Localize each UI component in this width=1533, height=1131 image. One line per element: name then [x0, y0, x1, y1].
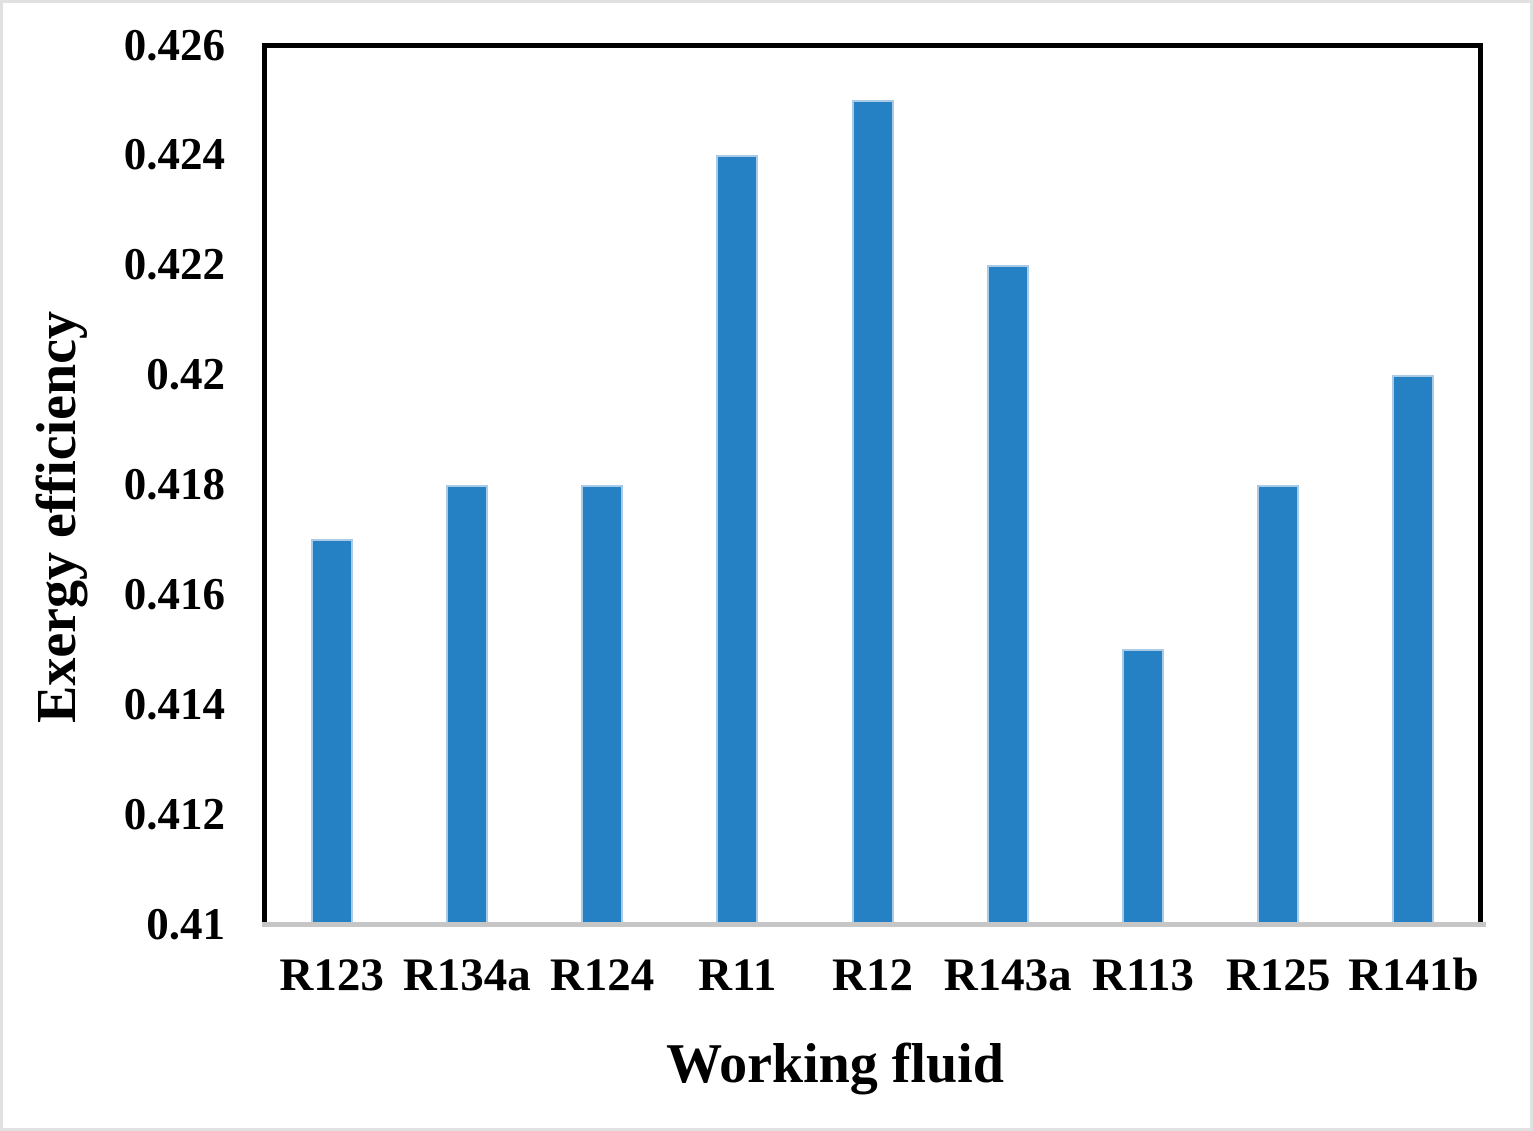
- x-axis-title: Working fluid: [666, 1033, 1004, 1095]
- x-tick-label-R113: R113: [1092, 949, 1194, 1001]
- bar-R124: [581, 484, 624, 924]
- bar-R143a: [986, 264, 1029, 924]
- bar-R141b: [1392, 374, 1435, 924]
- x-tick-label-R12: R12: [832, 949, 913, 1001]
- y-tick-label: 0.426: [123, 19, 225, 70]
- x-tick-label-R143a: R143a: [943, 949, 1072, 1001]
- x-tick-label-R141b: R141b: [1348, 949, 1479, 1001]
- bar-R125: [1257, 484, 1300, 924]
- y-tick-label: 0.424: [123, 129, 225, 180]
- x-tick-label-R125: R125: [1225, 949, 1331, 1001]
- y-tick-label: 0.414: [123, 678, 225, 729]
- y-tick-label: 0.42: [146, 349, 225, 400]
- y-axis-title: Exergy efficiency: [26, 310, 88, 724]
- x-tick-label-R124: R124: [549, 949, 655, 1001]
- bar-R11: [716, 154, 759, 924]
- y-tick-label: 0.418: [123, 459, 225, 509]
- bar-R123: [310, 539, 353, 924]
- bar-R12: [851, 99, 894, 924]
- plot-area: [264, 45, 1481, 924]
- x-axis-line: [262, 922, 1486, 927]
- bar-R113: [1121, 649, 1164, 924]
- x-tick-label-R11: R11: [698, 949, 777, 1001]
- y-tick-label: 0.422: [123, 239, 225, 290]
- x-tick-label-R134a: R134a: [402, 949, 531, 1001]
- y-tick-label: 0.41: [146, 898, 225, 949]
- y-tick-label: 0.416: [123, 568, 225, 619]
- x-tick-label-R123: R123: [279, 949, 384, 1001]
- y-tick-label: 0.412: [123, 788, 225, 839]
- bar-R134a: [445, 484, 488, 924]
